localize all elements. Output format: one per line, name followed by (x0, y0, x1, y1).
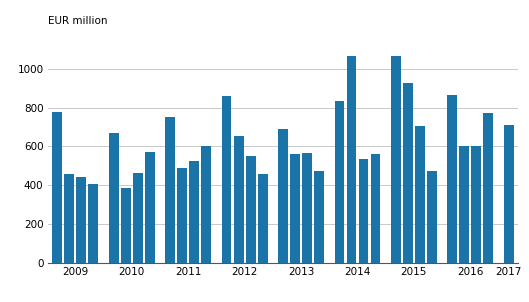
Bar (278, 129, 288, 263)
Bar (88, 184, 98, 263)
Bar (222, 96, 232, 263)
Text: EUR million: EUR million (48, 15, 107, 26)
Bar (189, 161, 199, 263)
Bar (504, 125, 514, 263)
Bar (391, 56, 401, 263)
Bar (334, 101, 344, 263)
Bar (258, 174, 268, 263)
Bar (448, 95, 457, 263)
Bar (403, 82, 413, 263)
Bar (371, 154, 380, 263)
Bar (314, 171, 324, 263)
Bar (133, 173, 143, 263)
Bar (460, 146, 469, 263)
Bar (234, 136, 243, 263)
Bar (245, 156, 256, 263)
Bar (359, 159, 368, 263)
Bar (427, 171, 437, 263)
Bar (145, 152, 154, 263)
Bar (415, 126, 425, 263)
Bar (471, 146, 481, 263)
Bar (177, 168, 187, 263)
Bar (76, 178, 86, 263)
Bar (65, 174, 74, 263)
Bar (52, 112, 62, 263)
Bar (121, 188, 131, 263)
Bar (201, 146, 211, 263)
Bar (302, 153, 312, 263)
Bar (165, 117, 175, 263)
Bar (484, 113, 494, 263)
Bar (109, 133, 118, 263)
Bar (290, 154, 300, 263)
Bar (346, 56, 357, 263)
